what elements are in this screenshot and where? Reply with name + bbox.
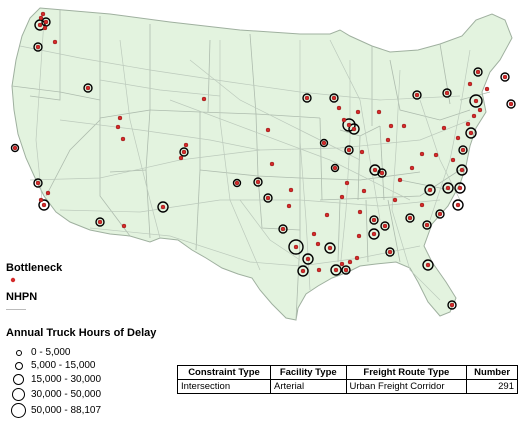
bottleneck-swatch	[10, 277, 16, 283]
header-facility-type: Facility Type	[269, 365, 347, 380]
delay-class-2-ring	[15, 362, 23, 370]
delay-title: Annual Truck Hours of Delay	[6, 327, 157, 339]
cell-constraint-type: Intersection	[177, 379, 271, 394]
delay-class-5-label: 50,000 - 88,107	[31, 405, 102, 416]
legend-delay: Annual Truck Hours of Delay	[6, 327, 156, 339]
delay-class-5-ring	[11, 403, 26, 418]
cell-facility-type: Arterial	[269, 379, 347, 394]
bottleneck-dots	[12, 11, 514, 308]
header-constraint-type: Constraint Type	[177, 365, 271, 380]
nhpn-label: NHPN	[6, 291, 38, 303]
delay-class-1-ring	[16, 350, 22, 356]
info-table-header-row: Constraint Type Facility Type Freight Ro…	[177, 365, 518, 380]
delay-class-4-ring	[12, 388, 25, 401]
delay-class-4-label: 30,000 - 50,000	[31, 389, 102, 400]
highway-network	[19, 19, 471, 301]
delay-class-3-label: 15,000 - 30,000	[31, 374, 102, 385]
bottleneck-label: Bottleneck	[6, 262, 63, 274]
us-landmass	[11, 7, 513, 321]
delay-class-1-label: 0 - 5,000	[31, 347, 71, 358]
delay-class-2-label: 5,000 - 15,000	[31, 360, 96, 371]
info-table: Constraint Type Facility Type Freight Ro…	[177, 365, 518, 394]
cell-number: 291	[466, 379, 518, 394]
table-row: Intersection Arterial Urban Freight Corr…	[177, 379, 518, 394]
header-number: Number	[466, 365, 518, 380]
delay-class-3-ring	[13, 374, 24, 385]
legend-bottleneck: Bottleneck	[6, 262, 62, 274]
legend-nhpn: NHPN	[6, 291, 37, 303]
nhpn-swatch	[6, 309, 26, 310]
header-freight-route-type: Freight Route Type	[345, 365, 468, 380]
cell-freight-route-type: Urban Freight Corridor	[345, 379, 468, 394]
delay-rings	[10, 17, 516, 310]
